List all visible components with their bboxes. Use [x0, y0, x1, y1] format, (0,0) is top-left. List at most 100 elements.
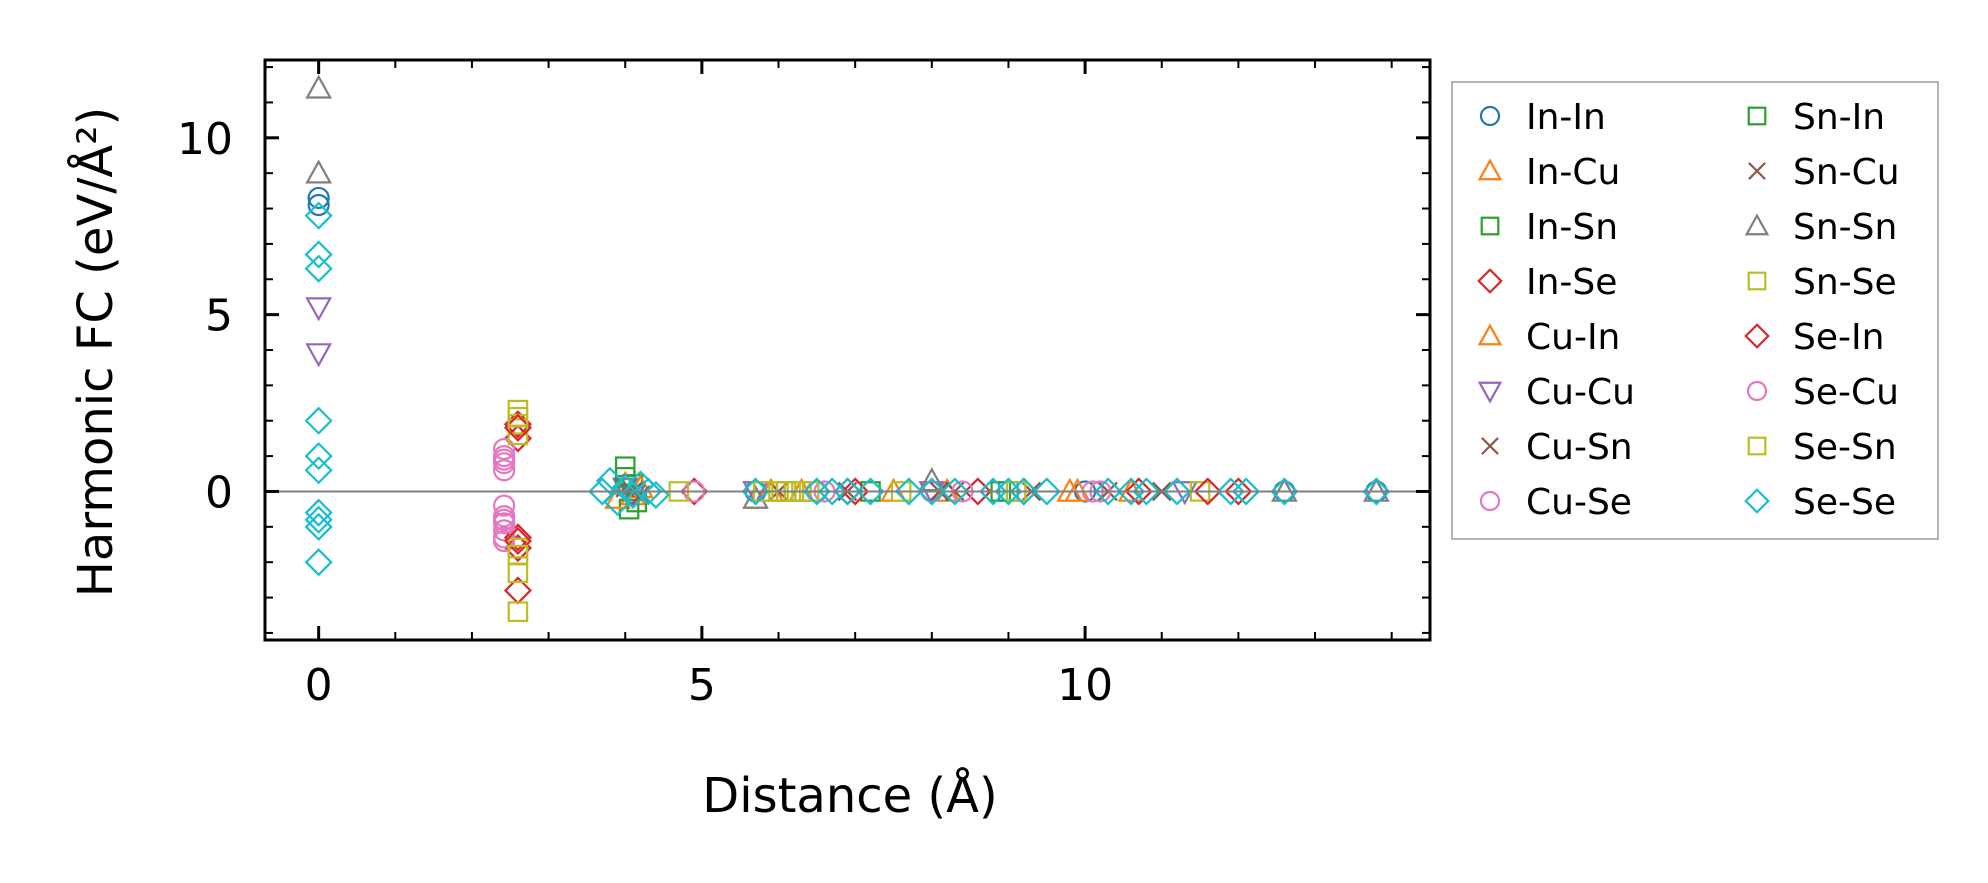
legend-label: Sn-Cu [1793, 152, 1900, 193]
data-point [493, 448, 516, 471]
data-point [1132, 477, 1161, 506]
legend-label: Se-Se [1793, 482, 1896, 523]
data-point [917, 477, 946, 506]
series-se-se [304, 201, 1391, 577]
legend-item-in-in: In-In [1479, 97, 1606, 138]
legend-item-cu-cu: Cu-Cu [1477, 372, 1635, 413]
series-sn-sn [305, 74, 1390, 509]
legend-item-in-sn: In-Sn [1480, 207, 1618, 248]
y-tick-label: 0 [205, 467, 233, 518]
series-in-in [307, 186, 1388, 503]
series-sn-in [614, 467, 1012, 513]
data-point [305, 297, 333, 322]
data-point [1362, 477, 1390, 502]
legend-marker [1748, 162, 1766, 180]
data-point [1362, 477, 1391, 506]
data-point [304, 548, 333, 577]
data-point [940, 477, 969, 506]
tick-labels: 0 5 10 0 5 10 [177, 114, 1113, 711]
legend-item-sn-in: Sn-In [1747, 97, 1885, 138]
legend-label: In-Se [1526, 262, 1617, 303]
data-point [894, 477, 923, 506]
legend-marker [1477, 381, 1503, 404]
legend-marker [1481, 437, 1499, 455]
data-point [493, 494, 516, 517]
data-point [603, 488, 632, 517]
x-tick-label: 0 [305, 660, 333, 711]
legend-marker [1477, 268, 1503, 294]
data-point [503, 526, 532, 556]
legend-label: Sn-In [1793, 97, 1885, 138]
data-point [304, 240, 333, 269]
legend-label: In-In [1526, 97, 1606, 138]
data-point [1231, 477, 1261, 506]
legend-frame [1451, 81, 1939, 540]
data-point [493, 519, 516, 542]
data-point [493, 437, 516, 461]
data-point [507, 544, 529, 566]
data-point [493, 529, 516, 553]
legend-marker [1477, 158, 1503, 181]
legend-label: In-Sn [1526, 207, 1618, 248]
data-point [493, 459, 516, 482]
plot-frame [263, 58, 1432, 642]
legend-label: Cu-Se [1526, 482, 1632, 523]
legend-label: Sn-Sn [1793, 207, 1897, 248]
data-point [856, 477, 885, 506]
y-tick-label: 5 [205, 291, 233, 342]
data-point [307, 186, 330, 210]
legend-item-se-sn: Se-Sn [1747, 427, 1897, 468]
legend-label: Cu-Cu [1526, 372, 1635, 413]
legend-item-in-se: In-Se [1477, 262, 1617, 303]
legend-label: Se-Sn [1793, 427, 1897, 468]
data-point [493, 508, 516, 531]
legend-item-cu-sn: Cu-Sn [1481, 427, 1633, 468]
legend-label: In-Cu [1526, 152, 1620, 193]
legend-item-sn-se: Sn-Se [1747, 262, 1897, 303]
legend-marker [1744, 213, 1770, 236]
axis-ticks [265, 60, 1430, 640]
data-point [304, 498, 333, 527]
data-point [305, 343, 333, 368]
data-point [918, 467, 946, 492]
data-point [1193, 477, 1222, 506]
legend-marker [1747, 436, 1767, 456]
data-point [1224, 477, 1253, 506]
series-in-cu [611, 470, 1145, 506]
legend-marker [1477, 323, 1503, 346]
x-axis-label: Distance (Å) [702, 767, 997, 824]
legend-marker [1744, 488, 1770, 514]
data-point [634, 477, 663, 506]
y-axis-label: Harmonic FC (eV/Å²) [67, 107, 124, 597]
data-point [588, 477, 617, 506]
data-point [1009, 477, 1038, 506]
data-point [304, 505, 333, 534]
data-point [507, 406, 529, 428]
legend-marker [1479, 105, 1501, 127]
legend-label: Sn-Se [1793, 262, 1897, 303]
legend-label: Se-In [1793, 317, 1884, 358]
series-cu-cu [305, 297, 1199, 509]
x-tick-label: 5 [688, 660, 716, 711]
data-point [1270, 477, 1299, 506]
data-point [1117, 477, 1145, 502]
legend-marker [1480, 216, 1500, 236]
data-point [307, 193, 330, 217]
data-markers [304, 74, 1391, 623]
data-point [507, 601, 529, 623]
legend-item-cu-in: Cu-In [1477, 317, 1620, 358]
data-point [305, 159, 333, 184]
legend-marker [1746, 380, 1768, 402]
y-tick-label: 10 [177, 114, 233, 165]
legend-marker [1744, 323, 1770, 349]
legend-marker [1747, 106, 1767, 126]
data-point [304, 456, 333, 485]
legend-label: Cu-In [1526, 317, 1620, 358]
legend-item-se-se: Se-Se [1744, 482, 1896, 523]
data-point [304, 512, 333, 541]
legend-item-cu-se: Cu-Se [1479, 482, 1632, 523]
data-point [304, 254, 333, 283]
legend-item-sn-cu: Sn-Cu [1748, 152, 1900, 193]
legend-label: Se-Cu [1793, 372, 1899, 413]
legend-item-sn-sn: Sn-Sn [1744, 207, 1897, 248]
